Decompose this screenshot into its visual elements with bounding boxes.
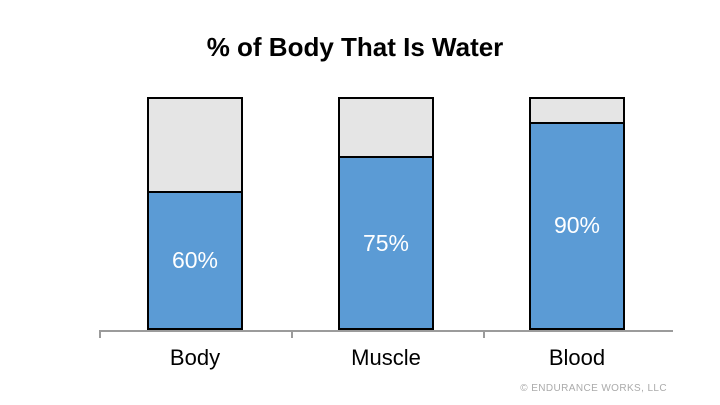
water-segment-body: 60% — [149, 190, 241, 328]
bar-muscle: 75% — [338, 97, 434, 330]
x-axis-line — [99, 330, 673, 332]
water-value-label: 60% — [171, 246, 219, 273]
axis-tick — [291, 330, 293, 338]
water-value-label: 90% — [553, 212, 601, 239]
water-segment-blood: 90% — [531, 121, 623, 328]
axis-tick — [99, 330, 101, 338]
category-label-body: Body — [169, 345, 221, 370]
category-label-blood: Blood — [548, 345, 606, 370]
bar-body: 60% — [147, 97, 243, 330]
category-label-muscle: Muscle — [351, 345, 421, 370]
bar-blood: 90% — [529, 97, 625, 330]
water-value-label: 75% — [362, 229, 410, 256]
axis-tick — [483, 330, 485, 338]
chart-title: % of Body That Is Water — [206, 32, 504, 62]
copyright-text: © ENDURANCE WORKS, LLC — [520, 383, 667, 394]
water-segment-muscle: 75% — [340, 156, 432, 328]
